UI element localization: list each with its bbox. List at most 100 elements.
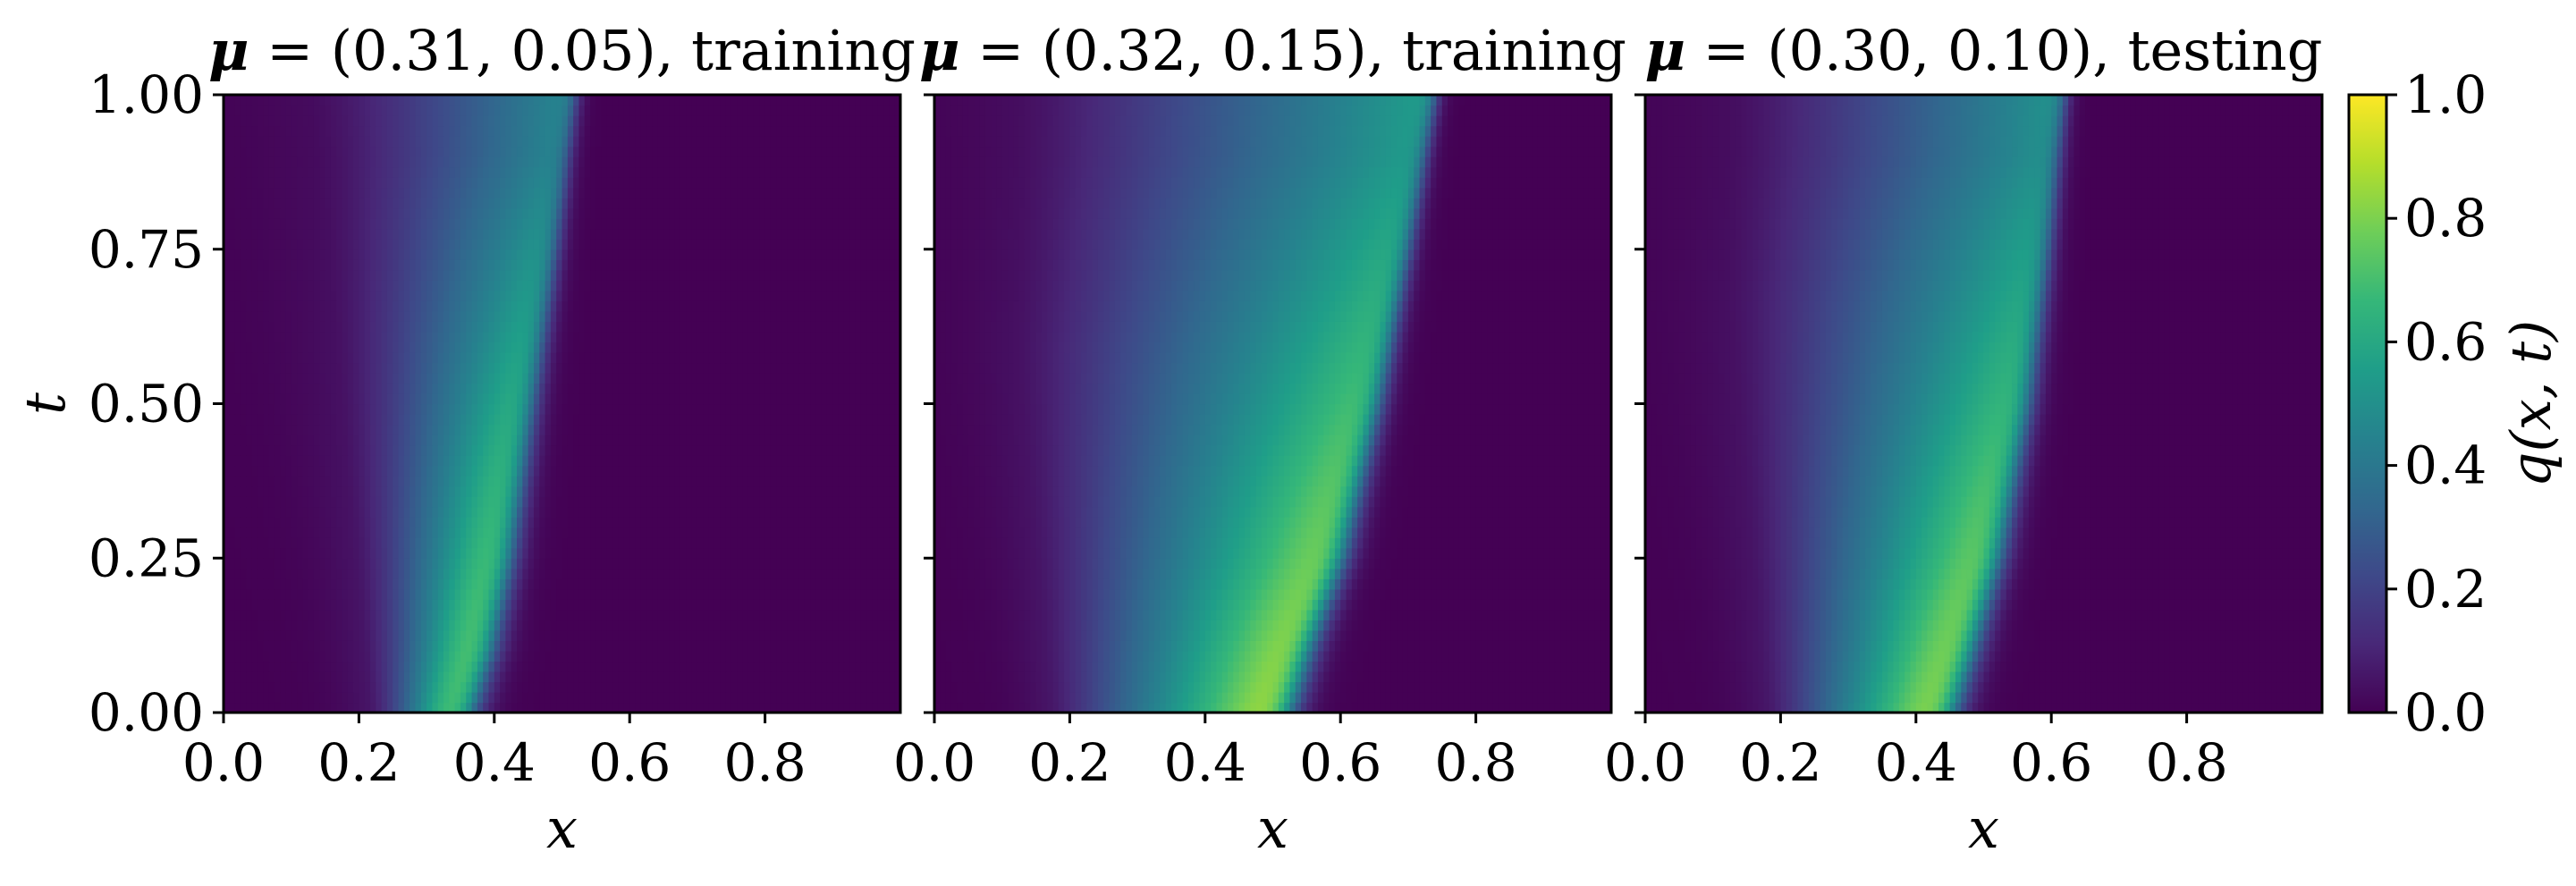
heatmap-cell xyxy=(838,424,845,435)
heatmap-cell xyxy=(872,321,879,333)
heatmap-cell xyxy=(590,517,596,528)
heatmap-cell xyxy=(781,424,789,435)
heatmap-cell xyxy=(263,331,270,342)
heatmap-cell xyxy=(398,702,405,713)
heatmap-cell xyxy=(263,362,270,374)
heatmap-cell xyxy=(500,517,507,528)
heatmap-cell xyxy=(285,455,292,467)
heatmap-cell xyxy=(579,506,586,518)
heatmap-cell xyxy=(302,517,309,528)
heatmap-cell xyxy=(342,424,349,435)
heatmap-cell xyxy=(860,300,867,312)
heatmap-cell xyxy=(240,599,247,611)
heatmap-cell xyxy=(623,537,630,549)
heatmap-cell xyxy=(483,403,490,415)
heatmap-cell xyxy=(787,455,794,467)
heatmap-cell xyxy=(815,629,823,641)
heatmap-cell xyxy=(838,372,845,384)
heatmap-cell xyxy=(889,414,896,426)
heatmap-cell xyxy=(838,681,845,693)
heatmap-cell xyxy=(257,640,264,652)
heatmap-cell xyxy=(500,702,507,713)
heatmap-cell xyxy=(500,414,507,426)
heatmap-cell xyxy=(268,300,275,312)
heatmap-cell xyxy=(821,310,828,322)
heatmap-cell xyxy=(330,640,337,652)
heatmap-cell xyxy=(584,702,591,713)
heatmap-cell xyxy=(663,414,670,426)
heatmap-cell xyxy=(720,485,727,497)
heatmap-cell xyxy=(229,578,236,590)
heatmap-cell xyxy=(714,362,721,374)
heatmap-cell xyxy=(866,650,874,662)
heatmap-cell xyxy=(810,537,816,549)
heatmap-cell xyxy=(883,691,890,704)
heatmap-cell xyxy=(420,558,427,570)
heatmap-cell xyxy=(308,476,315,487)
heatmap-cell xyxy=(860,537,867,549)
heatmap-cell xyxy=(471,650,478,662)
heatmap-cell xyxy=(720,321,727,333)
heatmap-cell xyxy=(280,362,286,374)
heatmap-cell xyxy=(386,517,393,528)
heatmap-cell xyxy=(595,362,603,374)
heatmap-cell xyxy=(866,588,874,600)
heatmap-cell xyxy=(364,310,371,322)
heatmap-cell xyxy=(832,465,840,477)
heatmap-cell xyxy=(826,403,833,415)
heatmap-cell xyxy=(849,435,857,446)
heatmap-cell xyxy=(550,372,557,384)
heatmap-cell xyxy=(821,671,828,683)
heatmap-cell xyxy=(623,465,630,477)
heatmap-cell xyxy=(330,280,337,291)
heatmap-cell xyxy=(787,300,794,312)
heatmap-cell xyxy=(815,588,823,600)
heatmap-cell xyxy=(877,362,884,374)
heatmap-cell xyxy=(663,517,670,528)
heatmap-cell xyxy=(567,362,574,374)
heatmap-cell xyxy=(443,392,450,405)
heatmap-cell xyxy=(708,331,715,342)
heatmap-cell xyxy=(815,424,823,435)
heatmap-cell xyxy=(714,290,721,301)
heatmap-cell xyxy=(234,547,241,559)
heatmap-cell xyxy=(240,403,247,415)
heatmap-cell xyxy=(759,444,766,456)
heatmap-cell xyxy=(550,465,557,477)
heatmap-cell xyxy=(764,310,772,322)
heatmap-cell xyxy=(680,424,687,435)
heatmap-cell xyxy=(319,321,326,333)
heatmap-cell xyxy=(246,403,253,415)
heatmap-cell xyxy=(798,300,806,312)
heatmap-cell xyxy=(511,558,518,570)
heatmap-cell xyxy=(528,290,535,301)
heatmap-cell xyxy=(849,650,857,662)
heatmap-cell xyxy=(386,403,393,415)
heatmap-cell xyxy=(477,702,484,713)
heatmap-cell xyxy=(274,300,281,312)
heatmap-cell xyxy=(590,300,596,312)
heatmap-cell xyxy=(234,537,241,549)
heatmap-cell xyxy=(533,537,540,549)
heatmap-cell xyxy=(432,465,439,477)
heatmap-cell xyxy=(872,342,879,353)
heatmap-cell xyxy=(325,681,332,693)
heatmap-cell xyxy=(646,681,654,693)
heatmap-cell xyxy=(663,609,670,620)
heatmap-cell xyxy=(623,599,630,611)
heatmap-cell xyxy=(646,609,654,620)
heatmap-cell xyxy=(747,547,755,559)
heatmap-cell xyxy=(832,620,840,631)
heatmap-cell xyxy=(454,537,461,549)
heatmap-cell xyxy=(646,620,654,631)
heatmap-cell xyxy=(251,435,258,446)
heatmap-cell xyxy=(364,527,371,538)
heatmap-cell xyxy=(889,568,896,579)
heatmap-cell xyxy=(370,290,376,301)
heatmap-cell xyxy=(528,403,535,415)
heatmap-cell xyxy=(838,588,845,600)
heatmap-cell xyxy=(579,588,586,600)
heatmap-cell xyxy=(652,290,659,301)
heatmap-cell xyxy=(280,671,286,683)
heatmap-cell xyxy=(742,444,749,456)
